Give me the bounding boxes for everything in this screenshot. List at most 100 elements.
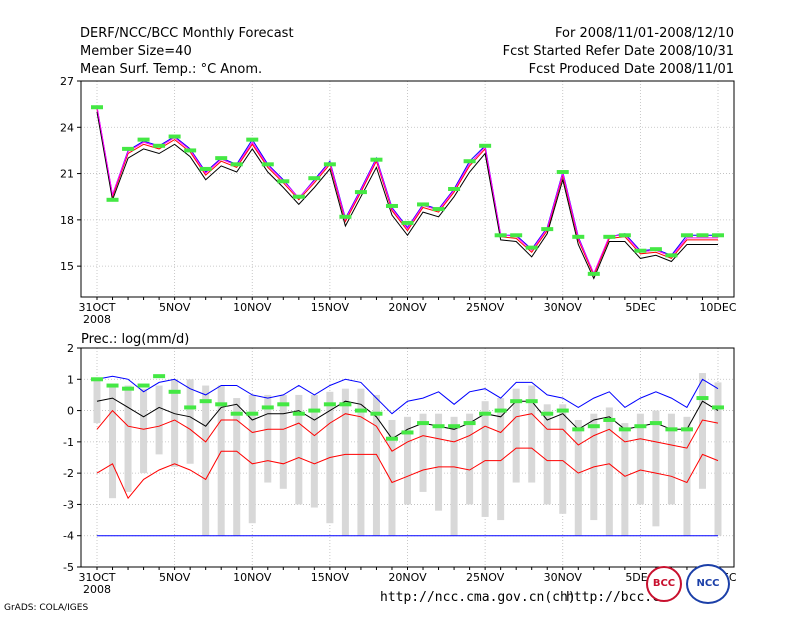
- prec-observed-marker: [153, 374, 166, 379]
- temp-panel: 15 18 21 24 27 31OCT 5NOV 10NOV 15NOV 20NOV 25NOV 3…: [60, 75, 737, 326]
- temp-observed-marker: [184, 148, 197, 153]
- prec-series-q25: [96, 409, 719, 452]
- temp-observed-marker: [246, 137, 259, 142]
- produced-date: Fcst Produced Date 2008/11/01: [528, 62, 734, 77]
- temp-ytick-label: 21: [60, 168, 74, 181]
- temp-xtick-label: 20NOV: [388, 301, 427, 314]
- prec-spread-box: [140, 388, 148, 474]
- prec-series-q10: [96, 447, 719, 500]
- prec-spread-box: [574, 419, 582, 536]
- prec-observed-marker: [168, 389, 181, 394]
- prec-spread-box: [310, 394, 318, 508]
- chart-title: DERF/NCC/BCC Monthly Forecast: [80, 26, 294, 41]
- prec-spread-box: [683, 416, 691, 536]
- ncc-url[interactable]: http://ncc.cma.gov.cn(ch): [380, 590, 576, 605]
- temp-observed-marker: [292, 194, 305, 199]
- prec-spread-box: [341, 388, 349, 536]
- temp-observed-marker: [370, 157, 383, 162]
- prec-observed-marker: [432, 424, 445, 429]
- temp-observed-marker: [448, 187, 461, 191]
- prec-spread-box: [264, 394, 272, 483]
- prec-observed-marker: [246, 411, 259, 416]
- temp-observed-marker: [541, 227, 554, 232]
- prec-xtick-label: 5NOV: [159, 571, 191, 584]
- prec-observed-marker: [417, 421, 430, 426]
- prec-observed-marker: [525, 399, 538, 404]
- temp-observed-marker: [91, 105, 103, 110]
- prec-panel-title: Prec.: log(mm/d): [81, 332, 189, 347]
- prec-spread-box: [404, 416, 411, 505]
- prec-observed-marker: [572, 427, 585, 432]
- temp-observed-marker: [308, 176, 321, 181]
- prec-observed-marker: [292, 411, 305, 416]
- temp-year-label: 2008: [83, 313, 111, 326]
- prec-observed-marker: [618, 427, 631, 432]
- temp-ytick-label: 27: [60, 75, 74, 88]
- prec-spread-box: [652, 410, 660, 527]
- prec-observed-marker: [680, 427, 693, 432]
- member-size: Member Size=40: [80, 44, 192, 59]
- ncc-logo-icon: NCC: [686, 564, 730, 604]
- prec-observed-marker: [308, 408, 321, 413]
- prec-spread-box: [714, 382, 722, 536]
- prec-spread-box: [559, 404, 567, 514]
- prec-observed-marker: [587, 424, 600, 429]
- prec-observed-marker: [277, 402, 290, 407]
- temp-observed-marker: [479, 143, 492, 148]
- prec-observed-marker: [401, 430, 414, 435]
- prec-observed-marker: [541, 411, 554, 416]
- prec-observed-marker: [479, 411, 492, 416]
- temp-ytick-label: 15: [60, 260, 74, 273]
- temp-series-mean: [96, 106, 718, 275]
- temp-observed-marker: [510, 233, 523, 238]
- temp-observed-marker: [525, 245, 538, 250]
- prec-xtick-label: 25NOV: [466, 571, 505, 584]
- prec-xtick-label: 20NOV: [388, 571, 427, 584]
- prec-observed-marker: [510, 399, 523, 404]
- prec-spread-box: [155, 385, 163, 455]
- temp-observed-marker: [587, 271, 600, 276]
- temp-xtick-label: 10DEC: [699, 301, 736, 314]
- prec-xtick-label: 31OCT: [78, 571, 115, 584]
- prec-spread-box: [543, 404, 551, 505]
- prec-spread-box: [698, 373, 706, 489]
- prec-spread-box: [636, 413, 644, 505]
- prec-xtick-label: 30NOV: [544, 571, 583, 584]
- prec-observed-marker: [230, 411, 243, 416]
- prec-observed-marker: [370, 411, 383, 416]
- bcc-url[interactable]: http://bcc.c: [566, 590, 660, 605]
- prec-spread-box: [435, 413, 443, 511]
- temp-observed-marker: [494, 233, 507, 238]
- prec-observed-marker: [696, 396, 709, 401]
- prec-spread-box: [171, 379, 179, 467]
- temp-observed-marker: [323, 162, 336, 167]
- prec-observed-marker: [323, 402, 336, 407]
- prec-observed-marker: [603, 417, 616, 422]
- temp-observed-marker: [168, 134, 181, 139]
- temp-observed-marker: [649, 247, 662, 252]
- prec-observed-marker: [137, 383, 150, 388]
- prec-ytick-label: 1: [67, 373, 74, 386]
- temp-observed-marker: [463, 159, 476, 164]
- prec-observed-marker: [494, 408, 507, 413]
- prec-panel: -5 -4 -3 -2 -1 0 1 2 31OCT 5NOV 10NOV 15NOV 20NOV 25N…: [63, 332, 737, 596]
- prec-observed-marker: [634, 424, 647, 429]
- prec-observed-marker: [215, 402, 228, 407]
- prec-observed-marker: [354, 408, 367, 413]
- temp-observed-marker: [153, 143, 166, 148]
- prec-spread-box: [357, 388, 365, 536]
- prec-xtick-label: 15NOV: [311, 571, 350, 584]
- temp-observed-marker: [215, 156, 228, 161]
- variable-label: Mean Surf. Temp.: °C Anom.: [80, 62, 263, 77]
- bcc-logo-icon: BCC: [646, 566, 682, 602]
- prec-spread-box: [605, 407, 613, 536]
- temp-observed-marker: [106, 197, 119, 202]
- temp-ytick-label: 24: [60, 121, 74, 134]
- prec-spread-box: [248, 394, 256, 524]
- temp-observed-marker: [556, 170, 569, 175]
- temp-xtick-label: 15NOV: [311, 301, 350, 314]
- prec-spread-box: [419, 413, 427, 492]
- temp-xtick-label: 5NOV: [159, 301, 191, 314]
- prec-ytick-label: 0: [67, 405, 74, 418]
